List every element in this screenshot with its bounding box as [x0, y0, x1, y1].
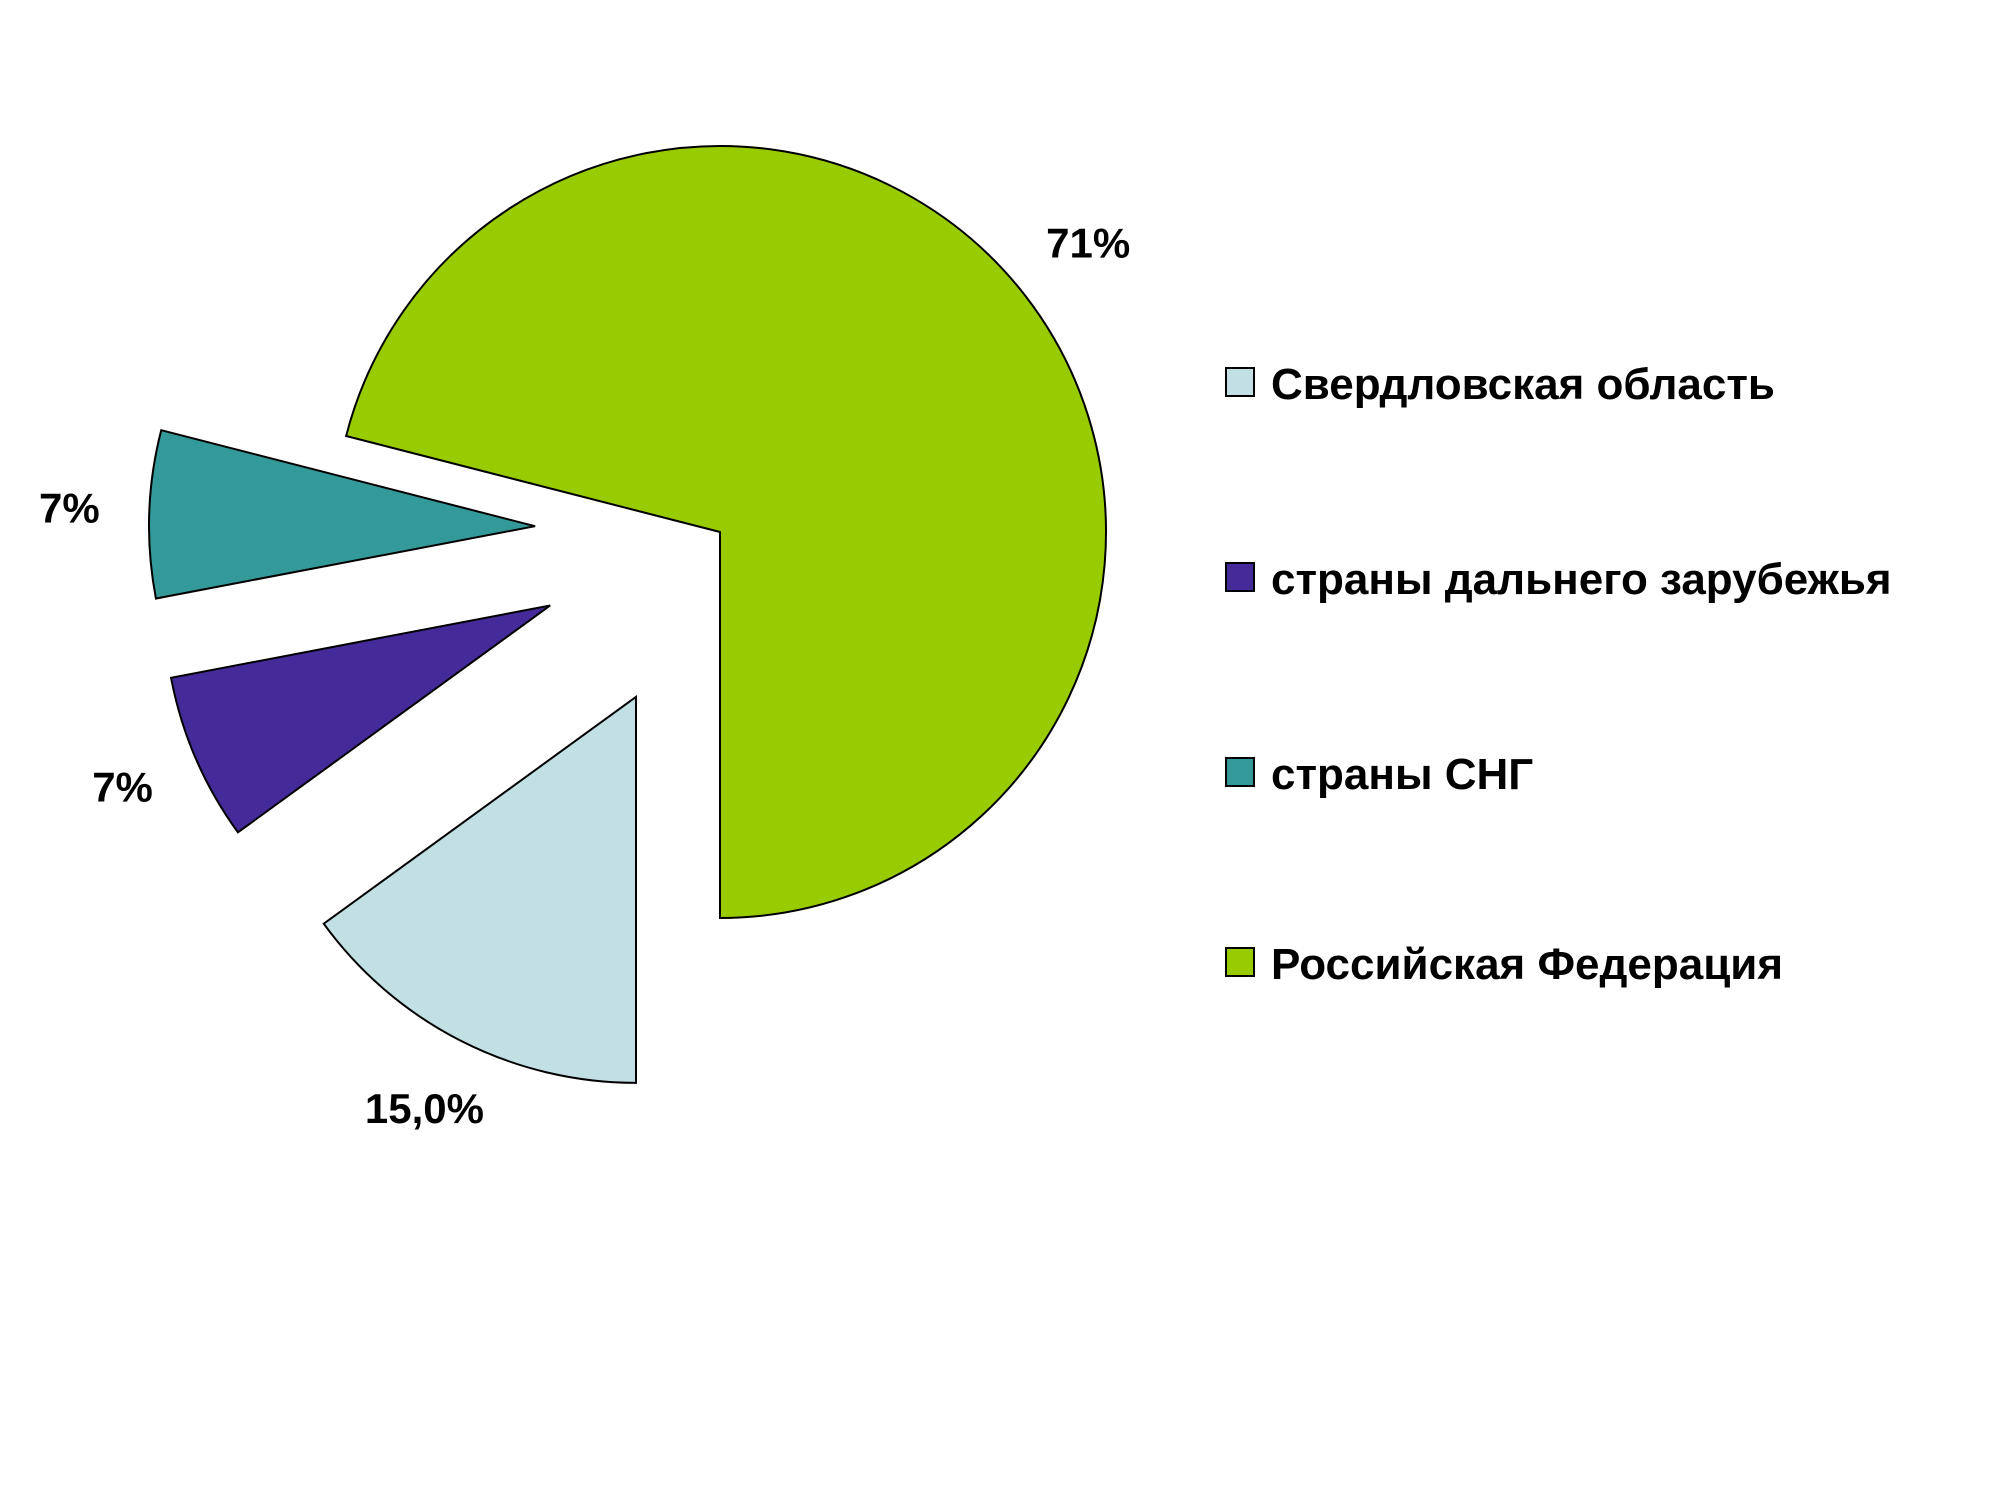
legend-swatch — [1225, 562, 1255, 592]
legend-label: Российская Федерация — [1271, 940, 1783, 989]
data-label: 15,0% — [365, 1085, 484, 1132]
legend-swatch — [1225, 947, 1255, 977]
pie-slice — [322, 694, 638, 1084]
legend-swatch — [1225, 757, 1255, 787]
pie-slice — [169, 604, 551, 834]
legend-item: Российская Федерация — [1225, 935, 1783, 995]
pie-slice — [148, 428, 536, 600]
legend-item: Свердловская область — [1225, 355, 1775, 415]
legend-swatch — [1225, 367, 1255, 397]
data-label: 71% — [1046, 219, 1130, 266]
data-label: 7% — [92, 764, 153, 811]
pie-slice — [344, 145, 1107, 920]
legend-item: страны СНГ — [1225, 745, 1533, 805]
legend-item: страны дальнего зарубежья — [1225, 550, 1892, 610]
legend-label: страны дальнего зарубежья — [1271, 555, 1892, 604]
legend-label: Свердловская область — [1271, 360, 1775, 409]
data-label: 7% — [39, 485, 100, 532]
legend-label: страны СНГ — [1271, 750, 1534, 799]
